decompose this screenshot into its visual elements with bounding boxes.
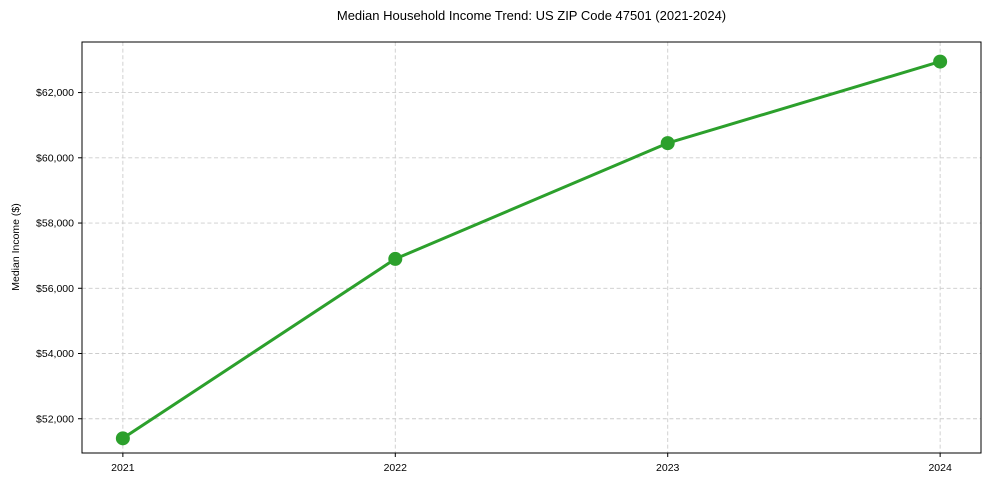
- chart-title: Median Household Income Trend: US ZIP Co…: [336, 8, 727, 23]
- y-tick-label: $54,000: [36, 348, 74, 360]
- y-tick-label: $60,000: [36, 152, 74, 164]
- y-tick-label: $56,000: [36, 283, 74, 295]
- y-tick-label: $52,000: [36, 413, 74, 425]
- x-tick-label: 2022: [384, 462, 408, 474]
- x-tick-label: 2021: [111, 462, 135, 474]
- data-point-marker: [388, 251, 403, 266]
- data-point-marker: [933, 54, 948, 69]
- data-line: [121, 60, 942, 440]
- data-point-marker: [660, 136, 675, 151]
- plot-frame: [81, 41, 982, 454]
- y-tick-label: $58,000: [36, 218, 74, 230]
- x-tick-label: 2023: [656, 462, 680, 474]
- y-tick-label: $62,000: [36, 87, 74, 99]
- data-point-marker: [115, 431, 130, 446]
- x-tick-label: 2024: [928, 462, 952, 474]
